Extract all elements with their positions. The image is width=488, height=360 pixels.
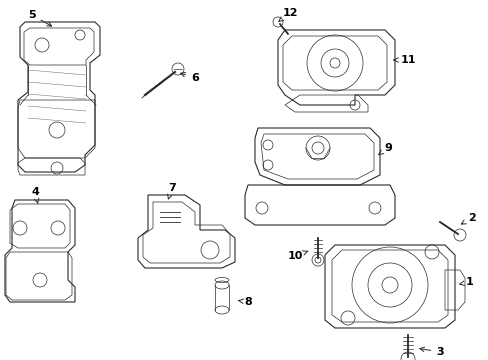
Text: 7: 7 [167, 183, 176, 199]
Text: 10: 10 [287, 251, 307, 261]
Text: 11: 11 [393, 55, 415, 65]
Text: 1: 1 [459, 277, 473, 287]
Text: 9: 9 [378, 143, 391, 154]
Text: 4: 4 [31, 187, 39, 203]
Text: 12: 12 [278, 8, 297, 21]
Text: 2: 2 [460, 213, 475, 224]
Text: 5: 5 [28, 10, 52, 26]
Text: 6: 6 [180, 72, 199, 83]
Text: 8: 8 [238, 297, 251, 307]
Text: 3: 3 [419, 347, 443, 357]
